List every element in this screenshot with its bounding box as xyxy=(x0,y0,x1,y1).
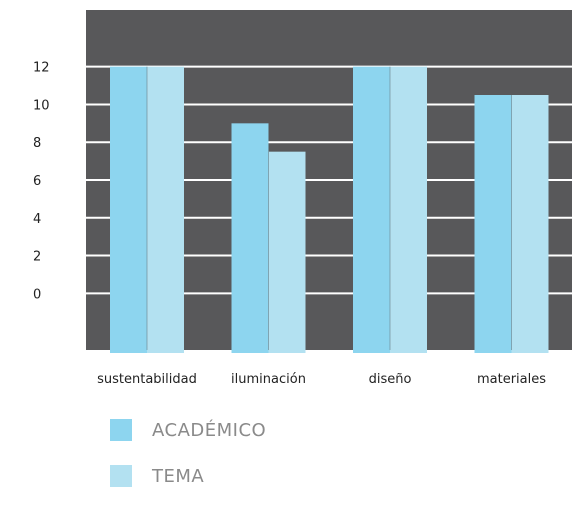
y-tick-label-3: 6 xyxy=(33,174,41,189)
y-tick-label-2: 4 xyxy=(33,212,41,227)
y-tick-label-5: 10 xyxy=(33,98,50,113)
bar-1-0 xyxy=(147,66,184,354)
legend-label-academico: ACADÉMICO xyxy=(152,419,267,441)
bar-0-0 xyxy=(110,66,147,354)
x-axis-categories: sustentabilidad iluminación diseño material… xyxy=(97,372,546,387)
x-category-label-0: sustentabilidad xyxy=(97,372,197,387)
y-tick-label-0: 0 xyxy=(33,287,41,302)
y-axis-ticks: 0 2 4 6 8 10 12 xyxy=(33,61,50,303)
x-category-label-2: diseño xyxy=(369,372,412,387)
bar-0-1 xyxy=(231,123,269,353)
y-tick-label-6: 12 xyxy=(33,61,50,76)
legend-swatch-tema xyxy=(110,465,132,487)
bar-0-2 xyxy=(353,66,390,354)
bar-1-3 xyxy=(511,95,549,353)
bar-chart: 0 2 4 6 8 10 12 sustentabilidad iluminación dise… xyxy=(33,10,572,387)
bars xyxy=(110,66,549,354)
bar-1-1 xyxy=(268,151,306,353)
legend-swatch-academico xyxy=(110,419,132,441)
legend-label-tema: TEMA xyxy=(152,465,205,487)
x-category-label-3: materiales xyxy=(477,372,546,387)
y-tick-label-1: 2 xyxy=(33,250,41,265)
legend: ACADÉMICO TEMA xyxy=(110,418,266,510)
x-category-label-1: iluminación xyxy=(231,372,306,387)
legend-item-tema: TEMA xyxy=(110,464,266,488)
bar-1-2 xyxy=(390,66,427,354)
bar-0-3 xyxy=(474,95,512,353)
y-tick-label-4: 8 xyxy=(33,136,41,151)
legend-item-academico: ACADÉMICO xyxy=(110,418,266,442)
